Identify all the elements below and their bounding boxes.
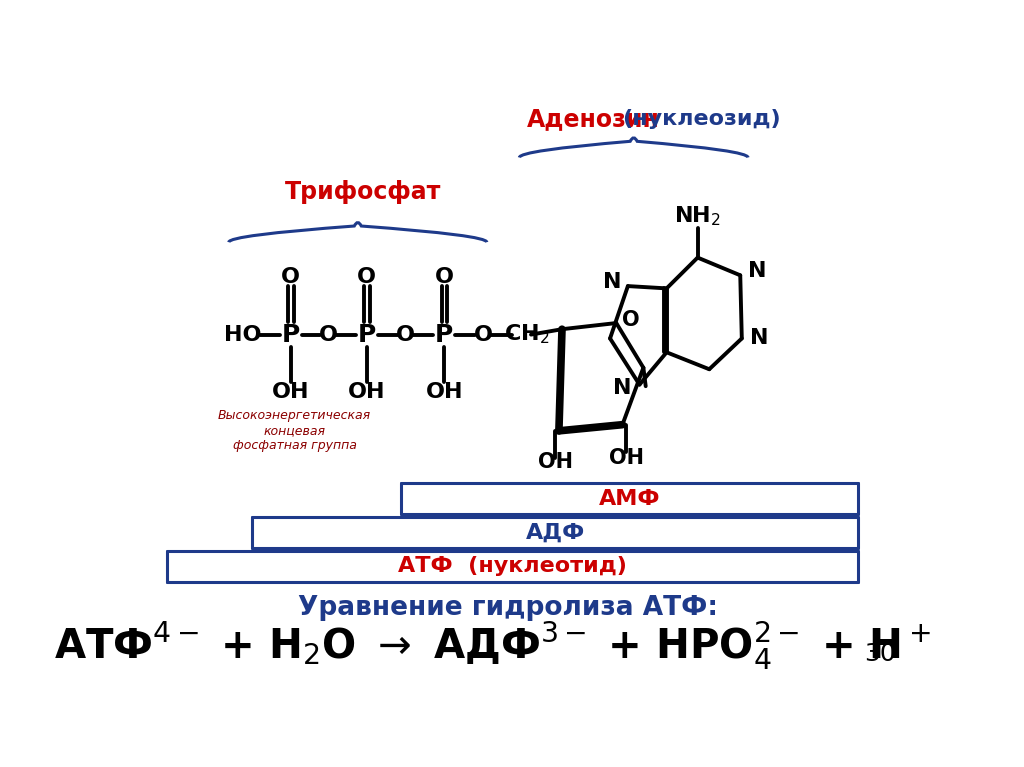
Text: АТФ  (нуклеотид): АТФ (нуклеотид) bbox=[398, 556, 627, 576]
Text: N: N bbox=[748, 262, 767, 281]
Text: P: P bbox=[357, 323, 376, 347]
Text: O: O bbox=[623, 310, 640, 330]
Text: O: O bbox=[357, 267, 376, 287]
Text: O: O bbox=[318, 324, 338, 344]
Text: OH: OH bbox=[272, 382, 309, 403]
Text: Уравнение гидролиза АТФ:: Уравнение гидролиза АТФ: bbox=[298, 595, 718, 621]
Text: Аденозин: Аденозин bbox=[526, 107, 659, 131]
Text: (нуклеозид): (нуклеозид) bbox=[623, 109, 781, 129]
Text: OH: OH bbox=[538, 452, 572, 472]
Text: CH$_2$: CH$_2$ bbox=[505, 323, 550, 347]
Text: Высокоэнергетическая
концевая
фосфатная группа: Высокоэнергетическая концевая фосфатная … bbox=[218, 410, 371, 453]
Text: АДФ: АДФ bbox=[525, 522, 585, 542]
Text: N: N bbox=[750, 328, 768, 348]
Text: O: O bbox=[282, 267, 300, 287]
Text: Трифосфат: Трифосфат bbox=[285, 180, 441, 204]
Text: OH: OH bbox=[425, 382, 463, 403]
Text: O: O bbox=[435, 267, 454, 287]
Text: NH$_2$: NH$_2$ bbox=[674, 204, 721, 228]
Text: 30: 30 bbox=[864, 642, 896, 667]
Text: АТФ$^{4-}$ + H$_2$O $\rightarrow$ АДФ$^{3-}$ + НРО$_4^{2-}$ + Н$^+$: АТФ$^{4-}$ + H$_2$O $\rightarrow$ АДФ$^{… bbox=[53, 621, 931, 673]
Text: АМФ: АМФ bbox=[599, 489, 660, 509]
Text: O: O bbox=[396, 324, 415, 344]
Text: HO: HO bbox=[224, 324, 261, 344]
Text: P: P bbox=[282, 323, 300, 347]
Text: O: O bbox=[473, 324, 493, 344]
Text: N: N bbox=[603, 272, 622, 292]
Text: OH: OH bbox=[348, 382, 385, 403]
Text: P: P bbox=[435, 323, 454, 347]
Text: OH: OH bbox=[609, 448, 644, 468]
Text: N: N bbox=[613, 378, 632, 399]
